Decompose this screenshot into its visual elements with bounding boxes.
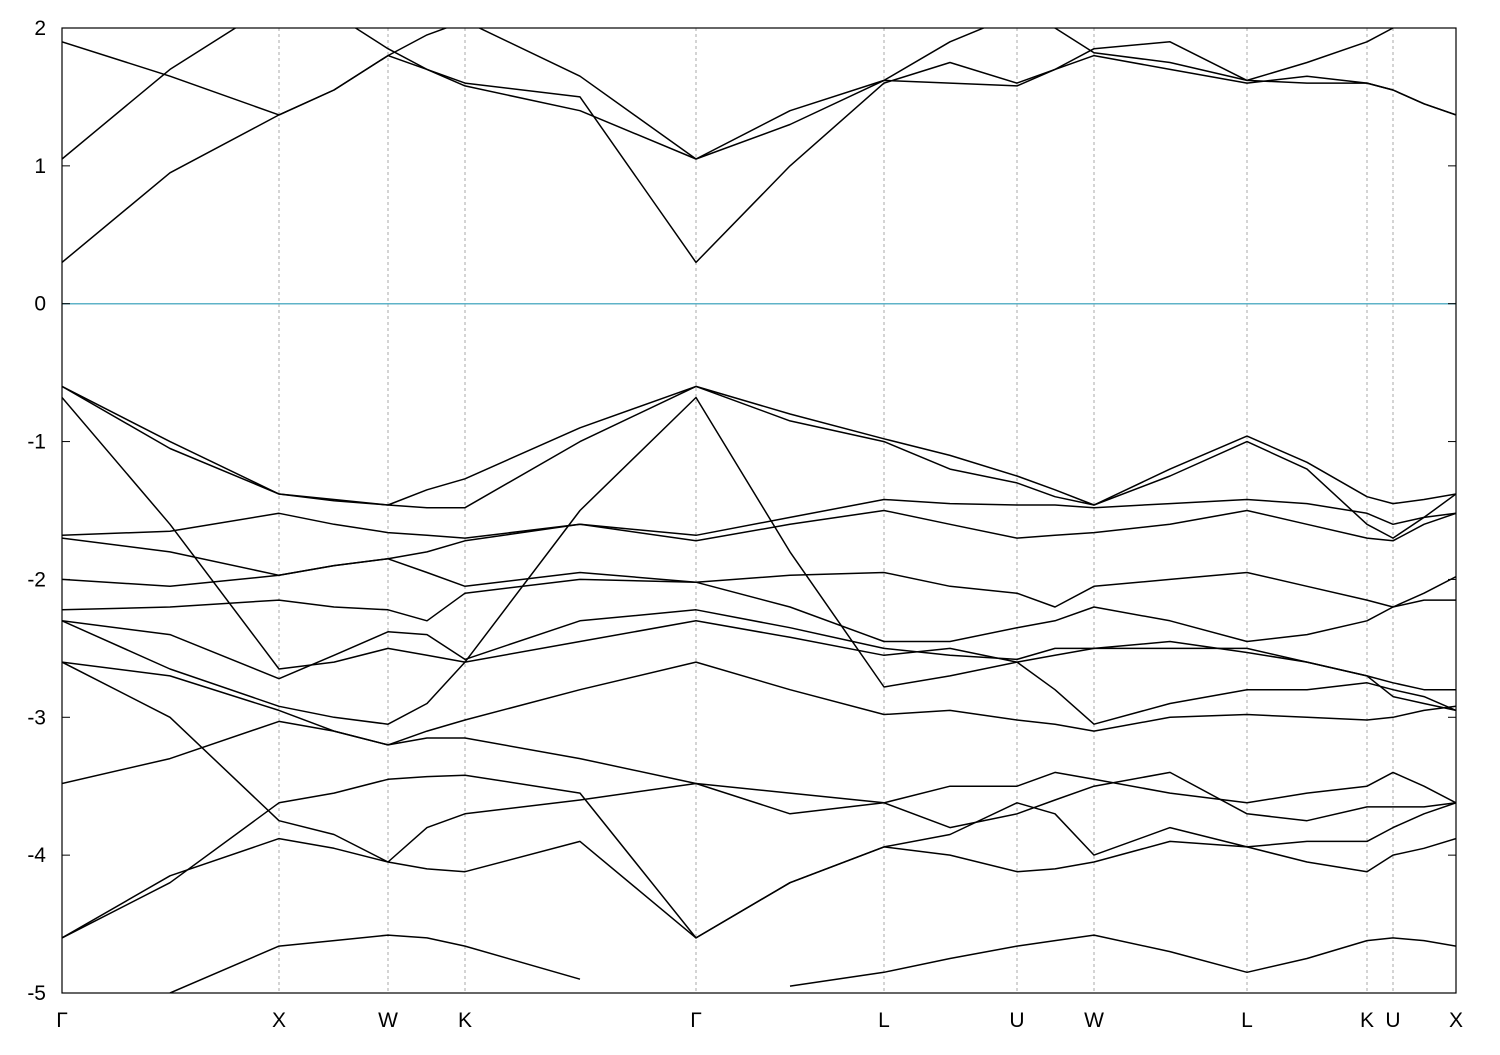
x-tick-label: K xyxy=(458,1009,472,1032)
band-line xyxy=(62,28,1395,160)
band-line xyxy=(62,54,1456,264)
y-tick-label: 1 xyxy=(34,155,46,178)
band-line xyxy=(62,578,1456,643)
plot-frame xyxy=(61,27,1457,994)
x-tick-label: U xyxy=(1385,1009,1400,1032)
band-line xyxy=(169,934,1456,993)
x-tick-label: L xyxy=(1241,1009,1253,1032)
x-tick-label: W xyxy=(378,1009,398,1032)
y-tick-label: -4 xyxy=(27,844,46,867)
x-tick-label: X xyxy=(1449,1009,1463,1032)
band-line xyxy=(62,498,1456,539)
y-tick-label: -3 xyxy=(27,706,46,729)
x-tick-label: U xyxy=(1009,1009,1024,1032)
x-tick-label: K xyxy=(1360,1009,1374,1032)
x-tick-label: Γ xyxy=(56,1009,68,1032)
x-tick-label: X xyxy=(272,1009,286,1032)
band-line xyxy=(62,396,1456,725)
bands xyxy=(62,28,1456,993)
x-tick-label: Γ xyxy=(690,1009,702,1032)
x-tick-label: L xyxy=(878,1009,890,1032)
y-tick-label: 0 xyxy=(34,293,46,316)
band-line xyxy=(62,661,1456,863)
band-line xyxy=(62,558,1456,608)
y-tick-label: -1 xyxy=(27,431,46,454)
y-tick-label: -2 xyxy=(27,568,46,591)
band-line xyxy=(62,385,1456,539)
band-line xyxy=(62,620,1456,725)
y-tick-label: 2 xyxy=(34,17,46,40)
band-line xyxy=(62,774,1456,939)
band-line xyxy=(62,720,1456,829)
y-tick-label: -5 xyxy=(27,982,46,1005)
band-line xyxy=(62,385,1456,506)
band-line xyxy=(62,28,1456,160)
band-line xyxy=(62,837,1456,939)
x-tick-label: W xyxy=(1084,1009,1104,1032)
